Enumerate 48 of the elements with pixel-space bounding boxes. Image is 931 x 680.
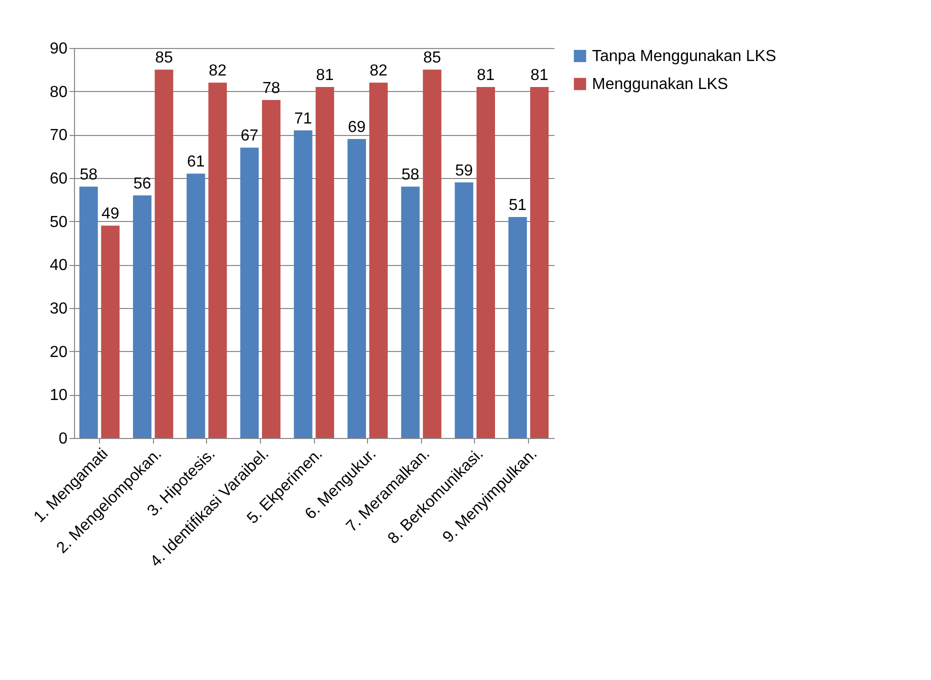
y-tick-label: 10 xyxy=(50,387,68,404)
y-tick-label: 30 xyxy=(50,300,68,318)
bar xyxy=(401,186,420,438)
data-label: 58 xyxy=(401,166,420,184)
y-tick-label: 70 xyxy=(50,127,68,144)
y-tick-label: 80 xyxy=(50,84,68,101)
y-tick-label: 40 xyxy=(50,257,68,274)
data-label: 81 xyxy=(530,67,548,84)
bar xyxy=(79,186,98,438)
data-label: 78 xyxy=(262,80,280,97)
data-label: 61 xyxy=(186,154,205,171)
bar xyxy=(208,82,227,438)
data-label: 81 xyxy=(476,67,495,84)
bar xyxy=(154,70,174,438)
data-label: 56 xyxy=(133,175,152,192)
bar xyxy=(369,82,388,438)
y-tick-label: 90 xyxy=(50,40,68,58)
data-label: 51 xyxy=(508,197,527,214)
data-label: 69 xyxy=(348,119,366,136)
bar xyxy=(476,87,496,438)
data-label: 49 xyxy=(101,206,120,223)
y-tick-label: 20 xyxy=(50,344,68,361)
data-label: 81 xyxy=(316,67,334,84)
y-tick-label: 0 xyxy=(58,430,68,448)
data-label: 67 xyxy=(240,128,258,145)
bar xyxy=(348,139,366,438)
bar xyxy=(316,87,334,438)
bar xyxy=(101,226,120,438)
bar xyxy=(530,87,549,438)
data-label: 82 xyxy=(208,62,227,80)
y-tick-label: 50 xyxy=(50,214,68,231)
data-label: 59 xyxy=(455,162,474,180)
bar xyxy=(240,148,259,438)
data-label: 71 xyxy=(294,110,312,128)
data-label: 85 xyxy=(423,50,442,67)
bar xyxy=(454,182,474,438)
legend-label: Menggunakan LKS xyxy=(592,76,728,93)
bar xyxy=(262,100,280,438)
legend-label: Tanpa Menggunakan LKS xyxy=(592,48,776,65)
bar xyxy=(508,217,527,438)
data-label: 82 xyxy=(370,62,388,80)
bar xyxy=(422,70,442,438)
data-label: 85 xyxy=(155,50,173,67)
bar xyxy=(294,130,312,438)
bar xyxy=(132,195,152,438)
bar xyxy=(186,174,206,438)
data-label: 58 xyxy=(80,166,98,184)
y-tick-label: 60 xyxy=(50,170,68,188)
